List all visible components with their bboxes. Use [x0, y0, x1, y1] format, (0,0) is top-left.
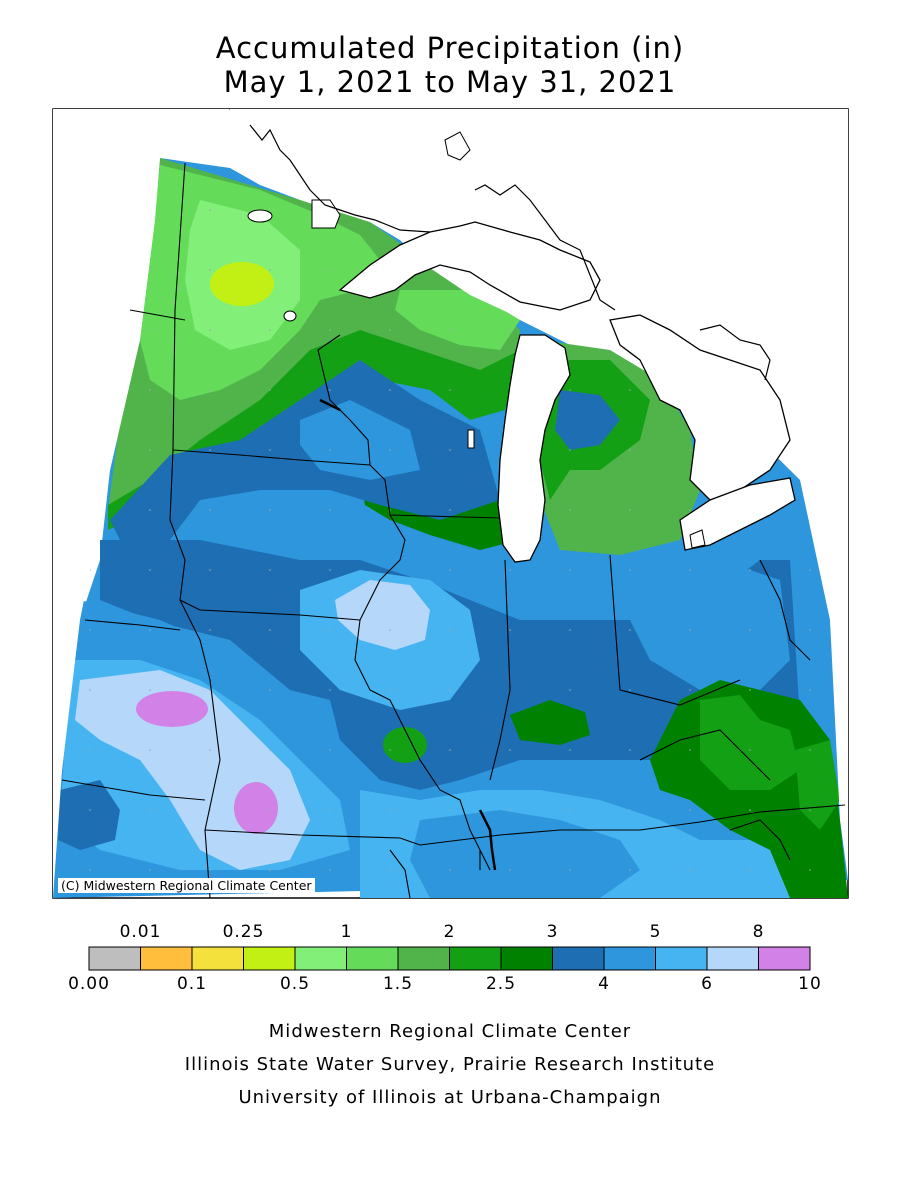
- outside-domain-east: [820, 470, 848, 880]
- legend-bin-5: [346, 946, 399, 971]
- legend-bin-0: [88, 946, 141, 971]
- legend-top-label: 0.01: [119, 922, 162, 942]
- legend-bin-2: [191, 946, 244, 971]
- canada-shoreline-2: [474, 184, 616, 311]
- lake-erie: [679, 477, 796, 551]
- legend-bin-6: [397, 946, 450, 971]
- legend-bin-11: [655, 946, 708, 971]
- legend-top-label: 2: [443, 922, 456, 942]
- legend-bin-4: [294, 946, 347, 971]
- lake-st-clair: [689, 529, 706, 549]
- legend-top-label: 3: [546, 922, 559, 942]
- legend-bottom-label: 6: [701, 974, 713, 994]
- legend-top-label: 8: [752, 922, 765, 942]
- legend-top-label: 0.25: [222, 922, 265, 942]
- legend-color-bar: [88, 946, 811, 971]
- canada-shoreline: [249, 124, 431, 233]
- legend-top-label: 5: [649, 922, 662, 942]
- lake-winnebago: [467, 429, 475, 449]
- copyright-label: (C) Midwestern Regional Climate Center: [58, 878, 315, 893]
- legend-bin-8: [500, 946, 553, 971]
- legend-bottom-label: 0.1: [176, 974, 208, 994]
- legend-top-label: 1: [340, 922, 353, 942]
- legend-bottom-label: 10: [798, 974, 822, 994]
- lake-mille-lacs: [283, 310, 297, 322]
- wisconsin-river: [319, 398, 341, 412]
- lake-superior: [338, 221, 601, 311]
- legend-bin-3: [243, 946, 296, 971]
- lake-michigan: [497, 334, 571, 563]
- legend-bin-12: [706, 946, 759, 971]
- state-borders: [61, 162, 846, 898]
- precipitation-field: [53, 109, 848, 898]
- legend-bin-13: [758, 946, 811, 971]
- legend-bottom-label: 4: [598, 974, 610, 994]
- legend-bin-7: [449, 946, 502, 971]
- map-title: Accumulated Precipitation (in): [215, 31, 685, 65]
- mississippi-river: [478, 809, 497, 871]
- legend-bottom-label: 0.5: [279, 974, 311, 994]
- legend-bin-9: [552, 946, 605, 971]
- legend-bottom-label: 2.5: [485, 974, 517, 994]
- legend-bin-1: [140, 946, 193, 971]
- outside-domain-nw: [53, 109, 230, 898]
- lake-redlake: [247, 209, 273, 223]
- legend-bin-10: [603, 946, 656, 971]
- georgian-bay: [699, 324, 771, 381]
- credit-isws: Illinois State Water Survey, Prairie Res…: [184, 1054, 716, 1075]
- map-date-range: May 1, 2021 to May 31, 2021: [223, 65, 677, 99]
- lake-woods: [311, 199, 341, 229]
- legend-bottom-label: 1.5: [382, 974, 414, 994]
- legend-bottom-label: 0.00: [68, 974, 110, 994]
- island-royale: [444, 131, 471, 161]
- credit-uiuc: University of Illinois at Urbana-Champai…: [238, 1087, 662, 1108]
- credit-mrcc: Midwestern Regional Climate Center: [268, 1021, 632, 1042]
